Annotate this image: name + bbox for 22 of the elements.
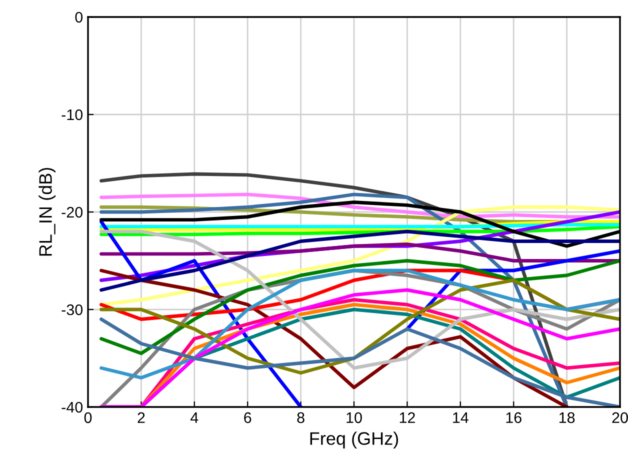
y-tick-label: -20 bbox=[62, 206, 83, 218]
x-tick-label: 2 bbox=[138, 412, 145, 423]
x-tick-label: 16 bbox=[506, 412, 522, 424]
x-tick-label: 20 bbox=[612, 412, 628, 424]
y-tick-label: -10 bbox=[62, 109, 83, 120]
x-tick-label: 4 bbox=[190, 412, 198, 423]
x-tick-label: 0 bbox=[84, 412, 92, 424]
line-series bbox=[100, 259, 620, 356]
x-tick-label: 10 bbox=[346, 412, 362, 424]
y-tick-label: -40 bbox=[62, 402, 83, 413]
x-tick-label: 18 bbox=[559, 412, 575, 424]
x-tick-label: 6 bbox=[244, 412, 252, 424]
x-tick-label: 8 bbox=[297, 412, 304, 424]
y-tick-label: -30 bbox=[62, 304, 83, 316]
line-series bbox=[100, 242, 620, 262]
x-tick-label: 14 bbox=[453, 412, 468, 423]
line-series bbox=[100, 230, 620, 370]
x-tick-label: 12 bbox=[400, 412, 415, 423]
y-tick-label: 0 bbox=[75, 12, 83, 23]
line-series bbox=[100, 230, 620, 292]
y-axis-title: RL_IN (dB) bbox=[38, 168, 56, 256]
x-axis-title: Freq (GHz) bbox=[310, 432, 398, 448]
